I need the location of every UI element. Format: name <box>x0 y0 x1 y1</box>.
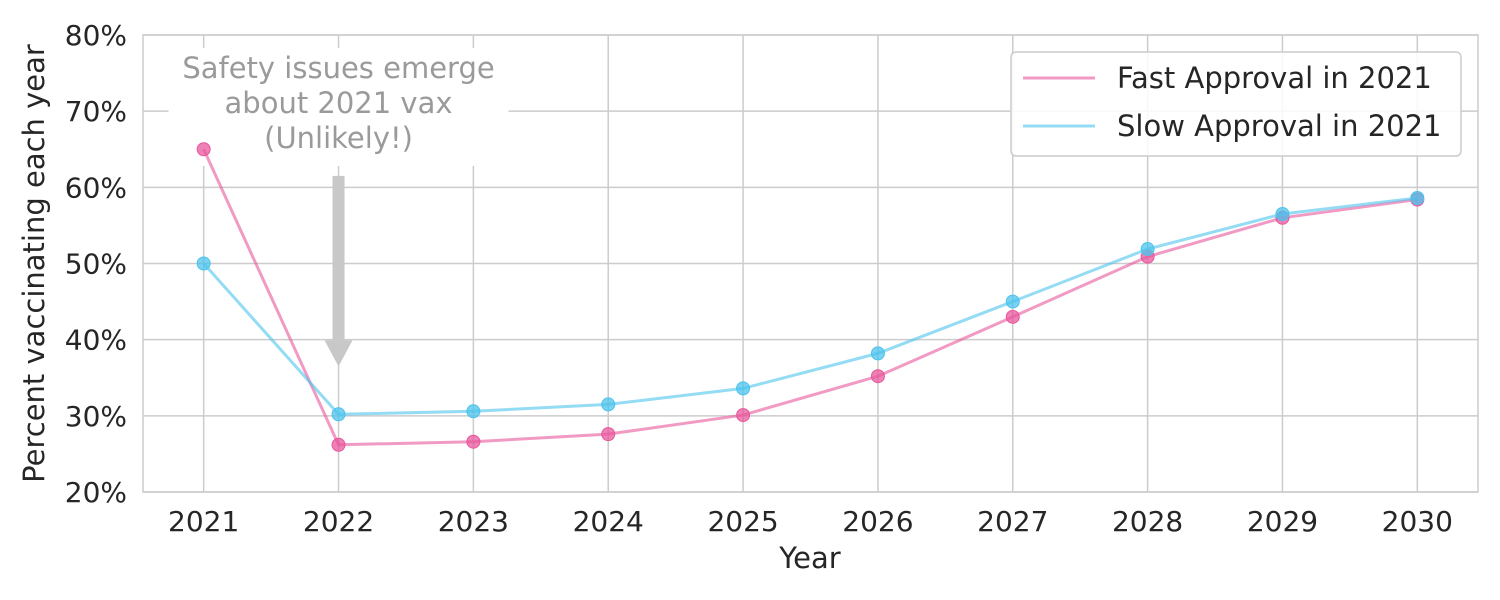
x-axis-title: Year <box>778 541 840 575</box>
legend-label-2: Slow Approval in 2021 <box>1117 109 1442 143</box>
legend-label-1: Fast Approval in 2021 <box>1117 61 1432 95</box>
y-tick-label: 70% <box>65 95 127 128</box>
series-1-point <box>601 427 616 442</box>
y-tick-label: 20% <box>65 476 127 509</box>
series-2-point <box>736 381 751 396</box>
y-axis-ticks: 20% 30% 40% 50% 60% 70% 80% <box>65 19 127 509</box>
x-tick-label: 2021 <box>168 505 239 538</box>
annotation-text-line: about 2021 vax <box>225 86 453 120</box>
x-tick-label: 2024 <box>573 505 644 538</box>
x-tick-label: 2026 <box>842 505 913 538</box>
y-tick-label: 80% <box>65 19 127 52</box>
legend: Fast Approval in 2021 Slow Approval in 20… <box>1010 51 1462 157</box>
series-2-point <box>331 407 346 422</box>
series-2-point <box>870 346 885 361</box>
series-1-point <box>1005 309 1020 324</box>
y-tick-label: 30% <box>65 400 127 433</box>
annotation-arrow-head <box>324 340 353 367</box>
x-tick-label: 2022 <box>303 505 374 538</box>
series-1-point <box>736 408 751 423</box>
plot-area-frame <box>142 34 1479 493</box>
series-1-point <box>870 369 885 384</box>
x-tick-label: 2025 <box>707 505 778 538</box>
annotation-text-line: Safety issues emerge <box>182 51 494 85</box>
series-2-point <box>466 404 481 419</box>
x-tick-label: 2029 <box>1247 505 1318 538</box>
series-2-point <box>1005 294 1020 309</box>
x-tick-label: 2027 <box>977 505 1048 538</box>
series-2-point <box>196 256 211 271</box>
x-tick-label: 2023 <box>438 505 509 538</box>
x-tick-label: 2028 <box>1112 505 1183 538</box>
legend-box <box>1010 51 1462 157</box>
x-axis-ticks: 2021 2022 2023 2024 2025 2026 2027 2028 2029 2030 <box>168 505 1453 538</box>
y-axis-title: Percent vaccinating each year <box>17 44 51 483</box>
series-2-point <box>1140 242 1155 257</box>
y-tick-label: 40% <box>65 324 127 357</box>
x-tick-label: 2030 <box>1382 505 1453 538</box>
series-line-1 <box>202 148 1418 447</box>
annotation-text-background <box>168 48 509 166</box>
y-tick-label: 60% <box>65 171 127 204</box>
series-2-point <box>1410 190 1425 205</box>
y-tick-label: 50% <box>65 248 127 281</box>
series-2-point <box>1275 206 1290 221</box>
annotation-text-line: (Unlikely!) <box>264 121 413 155</box>
series-1-point <box>466 434 481 449</box>
data-series <box>196 142 1425 452</box>
series-1-point <box>196 142 211 157</box>
annotation-arrow-shaft <box>332 175 345 341</box>
series-1-point <box>331 437 346 452</box>
series-2-point <box>601 397 616 412</box>
series-line-2 <box>202 196 1418 416</box>
